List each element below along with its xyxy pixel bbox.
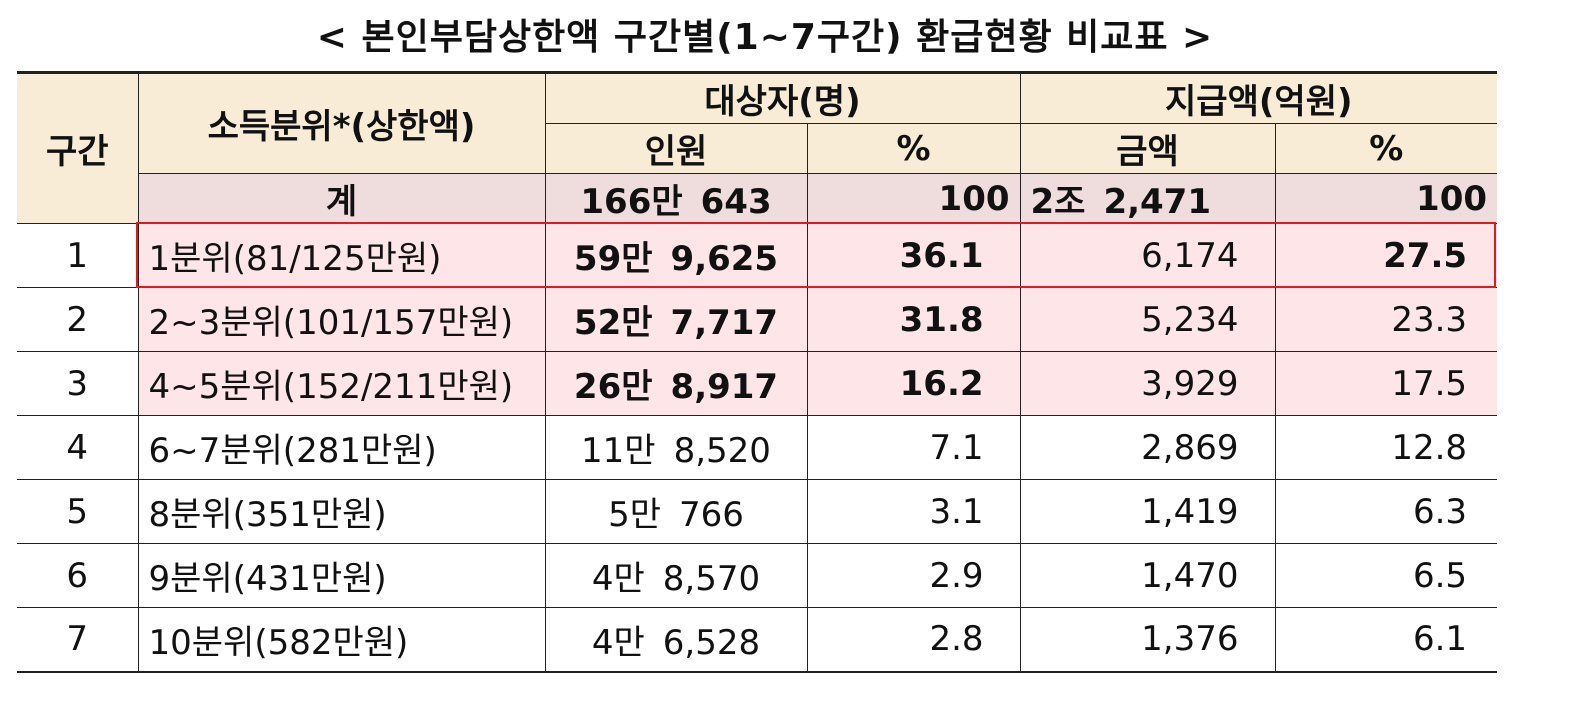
row-group: 7 — [17, 607, 139, 673]
row-income: 10분위(582만원) — [137, 607, 546, 673]
subheader-amount: 금액 — [1019, 123, 1276, 174]
table-row: 4 6~7분위(281만원) 11만 8,520 7.1 2,869 12.8 — [17, 415, 1498, 480]
row-group: 6 — [17, 543, 139, 608]
row-count: 5만 766 — [544, 479, 808, 544]
row-pct2: 12.8 — [1274, 415, 1498, 480]
row-pct2: 6.3 — [1274, 479, 1498, 544]
row-pct1: 2.9 — [806, 543, 1021, 608]
row-amount: 1,376 — [1019, 607, 1276, 673]
table-row: 7 10분위(582만원) 4만 6,528 2.8 1,376 6.1 — [17, 607, 1498, 673]
row-group: 4 — [17, 415, 139, 480]
row-count: 4만 8,570 — [544, 543, 808, 608]
table-subheader-row: 인원 % 금액 % — [17, 123, 1498, 174]
row-amount: 5,234 — [1019, 287, 1276, 352]
table-row: 2 2~3분위(101/157만원) 52만 7,717 31.8 5,234 2… — [17, 287, 1498, 352]
refund-comparison-table: 구간 소득분위*(상한액) 대상자(명) 지급액(억원) 인원 % 금액 % 계… — [17, 71, 1498, 673]
table-row: 6 9분위(431만원) 4만 8,570 2.9 1,470 6.5 — [17, 543, 1498, 608]
table-header-row: 구간 소득분위*(상한액) 대상자(명) 지급액(억원) — [17, 71, 1498, 224]
row-count: 11만 8,520 — [544, 415, 808, 480]
row-income: 1분위(81/125만원) — [137, 223, 546, 288]
row-pct1: 36.1 — [806, 223, 1021, 288]
row-amount: 1,470 — [1019, 543, 1276, 608]
total-label: 계 — [137, 173, 546, 224]
row-pct1: 31.8 — [806, 287, 1021, 352]
table-row: 3 4~5분위(152/211만원) 26만 8,917 16.2 3,929 1… — [17, 351, 1498, 416]
row-count: 52만 7,717 — [544, 287, 808, 352]
row-pct2: 17.5 — [1274, 351, 1498, 416]
row-pct1: 3.1 — [806, 479, 1021, 544]
header-payment: 지급액(억원) — [1019, 71, 1498, 124]
total-pct1: 100 — [806, 173, 1021, 224]
row-income: 6~7분위(281만원) — [137, 415, 546, 480]
row-pct2: 6.5 — [1274, 543, 1498, 608]
row-income: 9분위(431만원) — [137, 543, 546, 608]
subheader-count: 인원 — [544, 123, 808, 174]
subheader-pct2: % — [1274, 123, 1498, 174]
table-row: 1 1분위(81/125만원) 59만 9,625 36.1 6,174 27.5 — [17, 223, 1498, 288]
row-count: 26만 8,917 — [544, 351, 808, 416]
total-amount: 2조 2,471 — [1019, 173, 1276, 224]
row-group: 5 — [17, 479, 139, 544]
row-pct1: 16.2 — [806, 351, 1021, 416]
total-row: 계 166만 643 100 2조 2,471 100 — [17, 173, 1498, 224]
row-pct2: 6.1 — [1274, 607, 1498, 673]
row-pct1: 2.8 — [806, 607, 1021, 673]
row-count: 4만 6,528 — [544, 607, 808, 673]
header-income: 소득분위*(상한액) — [137, 71, 546, 174]
subheader-pct1: % — [806, 123, 1021, 174]
row-group: 2 — [17, 287, 139, 352]
row-amount: 6,174 — [1019, 223, 1276, 288]
row-amount: 2,869 — [1019, 415, 1276, 480]
header-group: 구간 — [17, 71, 139, 224]
row-pct2: 27.5 — [1274, 223, 1498, 288]
row-pct2: 23.3 — [1274, 287, 1498, 352]
row-group: 1 — [17, 223, 139, 288]
header-target: 대상자(명) — [544, 71, 1021, 124]
page-title: < 본인부담상한액 구간별(1~7구간) 환급현황 비교표 > — [316, 17, 1214, 58]
row-income: 2~3분위(101/157만원) — [137, 287, 546, 352]
row-count: 59만 9,625 — [544, 223, 808, 288]
row-amount: 3,929 — [1019, 351, 1276, 416]
row-income: 4~5분위(152/211만원) — [137, 351, 546, 416]
row-group: 3 — [17, 351, 139, 416]
row-pct1: 7.1 — [806, 415, 1021, 480]
total-count: 166만 643 — [544, 173, 808, 224]
row-amount: 1,419 — [1019, 479, 1276, 544]
row-income: 8분위(351만원) — [137, 479, 546, 544]
total-pct2: 100 — [1274, 173, 1498, 224]
table-row: 5 8분위(351만원) 5만 766 3.1 1,419 6.3 — [17, 479, 1498, 544]
